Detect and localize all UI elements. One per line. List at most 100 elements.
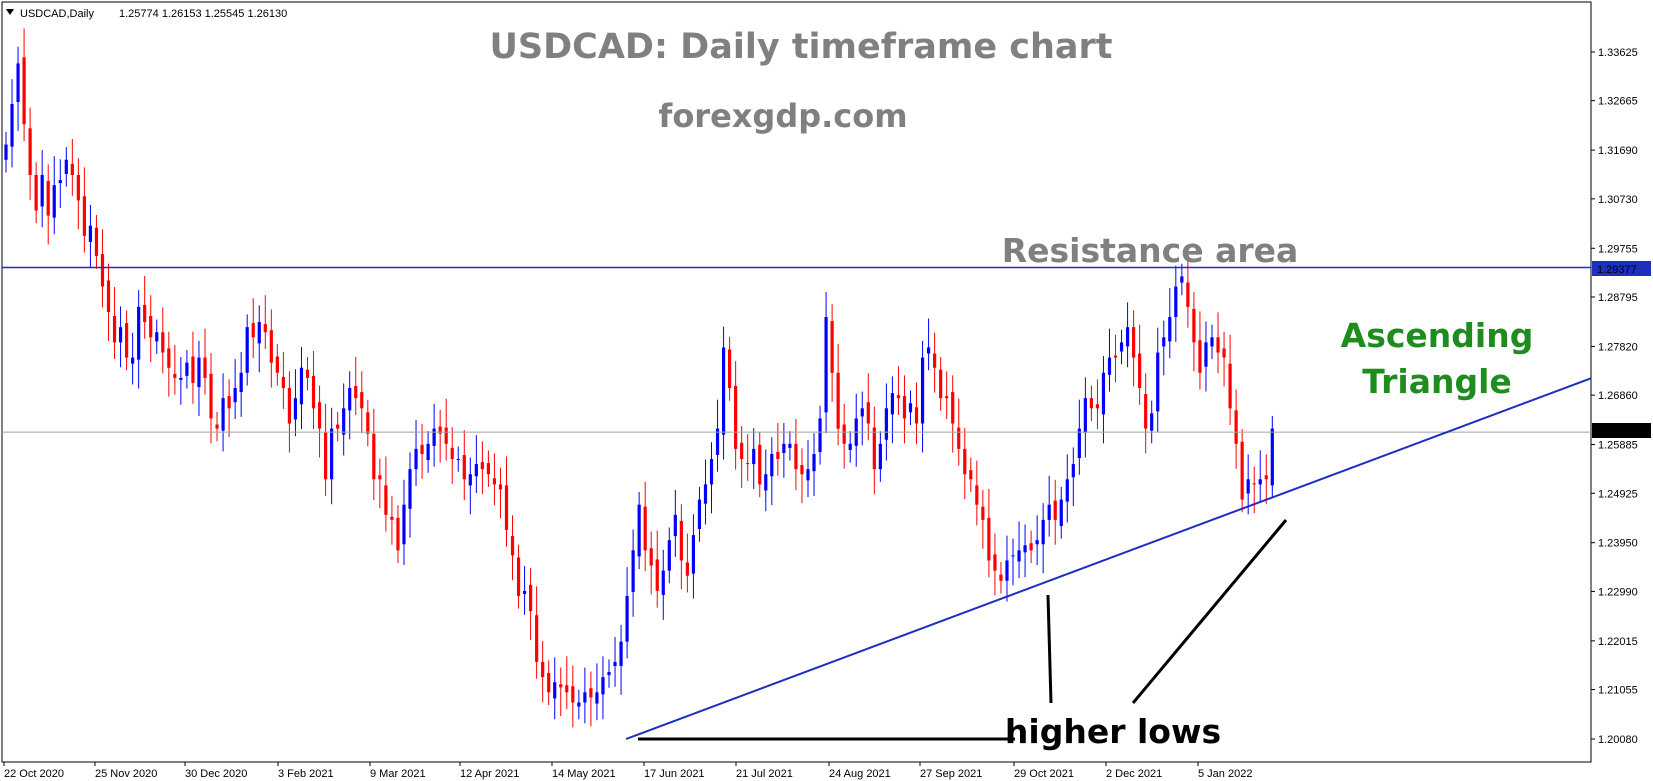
candle: [625, 567, 629, 659]
y-tick-label: 1.26860: [1598, 390, 1638, 402]
candle: [746, 434, 750, 481]
y-tick-label: 1.23950: [1598, 538, 1638, 550]
candle-body: [1180, 276, 1184, 283]
candle-body: [740, 442, 744, 460]
candle: [432, 403, 436, 467]
candle-body: [450, 447, 454, 460]
candle: [872, 406, 876, 495]
candle-body: [100, 254, 105, 287]
candle: [975, 460, 979, 526]
candle-body: [161, 332, 165, 353]
higher-lows-label: higher lows: [1005, 712, 1221, 751]
y-tick-label: 1.22015: [1598, 636, 1638, 648]
candle-body: [173, 373, 177, 378]
candle: [1270, 415, 1274, 499]
candle: [131, 332, 135, 385]
candle-body: [625, 595, 629, 642]
candle-body: [396, 517, 400, 551]
candle-body: [914, 407, 919, 424]
candle: [354, 357, 358, 415]
candle: [1174, 265, 1178, 342]
candle: [1240, 429, 1244, 513]
candle-body: [1174, 286, 1178, 318]
candle-body: [818, 418, 822, 452]
symbol-dropdown-icon[interactable]: [6, 9, 14, 15]
candle: [155, 319, 159, 355]
candle-body: [492, 478, 497, 485]
candle-body: [348, 388, 352, 411]
candle: [1077, 399, 1081, 475]
candle-body: [1035, 540, 1039, 545]
candle-body: [1059, 499, 1063, 526]
candle-body: [1252, 483, 1256, 485]
candle-body: [372, 433, 376, 480]
candle-body: [504, 485, 509, 531]
candle-body: [1258, 479, 1262, 485]
candle-body: [1132, 327, 1136, 358]
pattern-label-line2: Triangle: [1362, 362, 1512, 401]
candle-body: [149, 315, 153, 338]
candle-body: [82, 196, 86, 236]
candle-body: [1005, 560, 1009, 581]
candle-body: [824, 317, 828, 413]
candle-body: [577, 702, 581, 707]
candle-body: [233, 388, 237, 403]
candle: [311, 350, 316, 430]
candle-body: [1029, 543, 1033, 551]
x-tick-label: 21 Jul 2021: [736, 768, 793, 780]
candle-body: [432, 428, 436, 446]
candle: [734, 361, 738, 470]
candle-body: [1011, 555, 1015, 557]
candle-body: [1065, 479, 1069, 502]
candle: [348, 371, 352, 440]
candle: [414, 419, 418, 486]
candle-body: [661, 570, 665, 595]
candle-body: [1047, 504, 1051, 520]
candle-body: [16, 63, 20, 102]
candle: [1011, 538, 1015, 586]
candle-body: [872, 427, 876, 470]
candle: [1083, 377, 1087, 458]
candle: [396, 505, 400, 564]
candle-body: [788, 443, 792, 448]
candle: [758, 432, 762, 498]
candle: [16, 46, 20, 131]
candle-body: [993, 554, 997, 571]
candle-body: [390, 516, 394, 520]
candle: [342, 383, 346, 456]
candle: [860, 391, 864, 446]
candle-body: [697, 499, 702, 530]
candle: [64, 147, 68, 187]
candle: [1125, 302, 1130, 368]
candle: [848, 431, 852, 463]
candle: [589, 671, 593, 727]
y-tick-label: 1.27820: [1598, 341, 1638, 353]
candle: [1041, 503, 1045, 574]
candle: [655, 530, 659, 608]
candle: [336, 411, 340, 442]
candle: [299, 346, 304, 430]
candle: [1107, 328, 1112, 392]
candle: [884, 383, 888, 461]
candle: [993, 533, 997, 596]
candle: [384, 456, 388, 532]
candle-body: [1107, 357, 1112, 375]
candle-body: [963, 448, 967, 475]
candle: [76, 158, 80, 230]
candle-body: [52, 185, 56, 218]
y-tick-label: 1.33625: [1598, 47, 1638, 59]
higher-lows-pointer-1: [1046, 594, 1053, 704]
candle: [908, 390, 913, 426]
candle-body: [685, 562, 689, 576]
candle: [1071, 447, 1075, 507]
candle-body: [456, 459, 460, 461]
candle: [1198, 311, 1202, 390]
candle: [456, 446, 460, 472]
candle-body: [655, 559, 659, 591]
candle-body: [125, 323, 129, 358]
candle: [1246, 454, 1250, 515]
candle: [52, 156, 56, 235]
candle: [800, 448, 804, 504]
candle: [4, 131, 8, 173]
candle-body: [311, 375, 316, 409]
